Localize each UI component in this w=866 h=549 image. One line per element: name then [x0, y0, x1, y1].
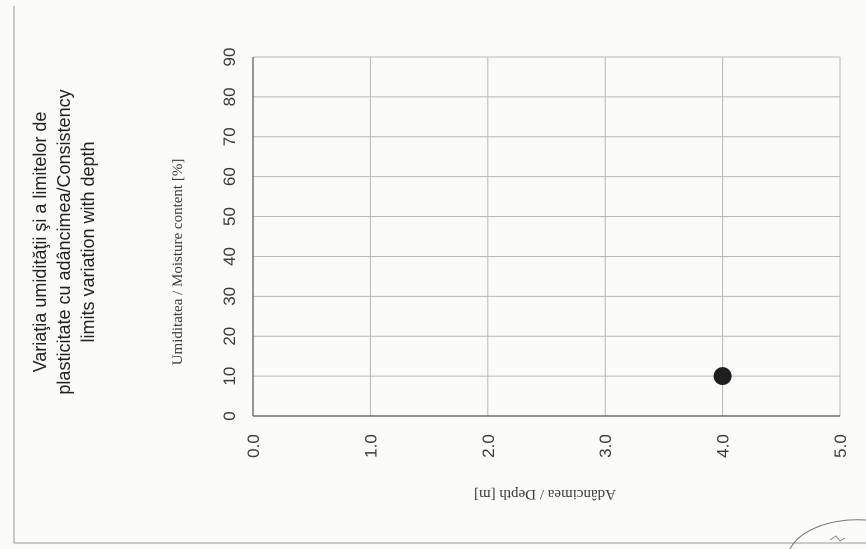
grid-layer	[252, 56, 841, 417]
chart-title-line-1: Variaţia umidităţii şi a limitelor de	[30, 112, 50, 373]
y-tick-label: 70	[220, 127, 239, 146]
x-tick-label: 2.0	[479, 434, 498, 458]
y-tick-label: 0	[220, 411, 239, 420]
x-tick-label: 5.0	[831, 434, 850, 458]
x-tick-label: 4.0	[714, 434, 733, 458]
y-tick-label: 30	[220, 287, 239, 306]
chart-title-line-2: plasticitate cu adâncimea/Consistency	[54, 89, 74, 394]
data-point	[713, 367, 732, 386]
axis-layer	[252, 57, 840, 417]
y-tick-label: 50	[220, 207, 239, 226]
y-tick-label: 90	[220, 48, 239, 67]
y-axis-title: Umiditatea / Moisture content [%]	[170, 159, 186, 366]
x-axis-title: Adâncimea / Depth [m]	[474, 486, 616, 502]
y-tick-label: 80	[220, 87, 239, 106]
x-tick-label: 0.0	[244, 434, 263, 458]
data-point-layer	[713, 367, 732, 386]
chart-title-line-3: limits variation with depth	[78, 141, 98, 342]
y-tick-label: 10	[220, 367, 239, 386]
y-tick-label: 60	[220, 167, 239, 186]
tick-label-layer: 0.0 1.0 2.0 3.0 4.0 5.0 0 10 20 30 40 50 60 70 80 90	[220, 48, 850, 458]
signature-scribble	[789, 519, 866, 549]
x-tick-label: 3.0	[596, 434, 615, 458]
y-tick-label: 20	[220, 327, 239, 346]
y-tick-label: 40	[220, 247, 239, 266]
signature-mark	[829, 535, 846, 542]
x-tick-label: 1.0	[361, 434, 380, 458]
